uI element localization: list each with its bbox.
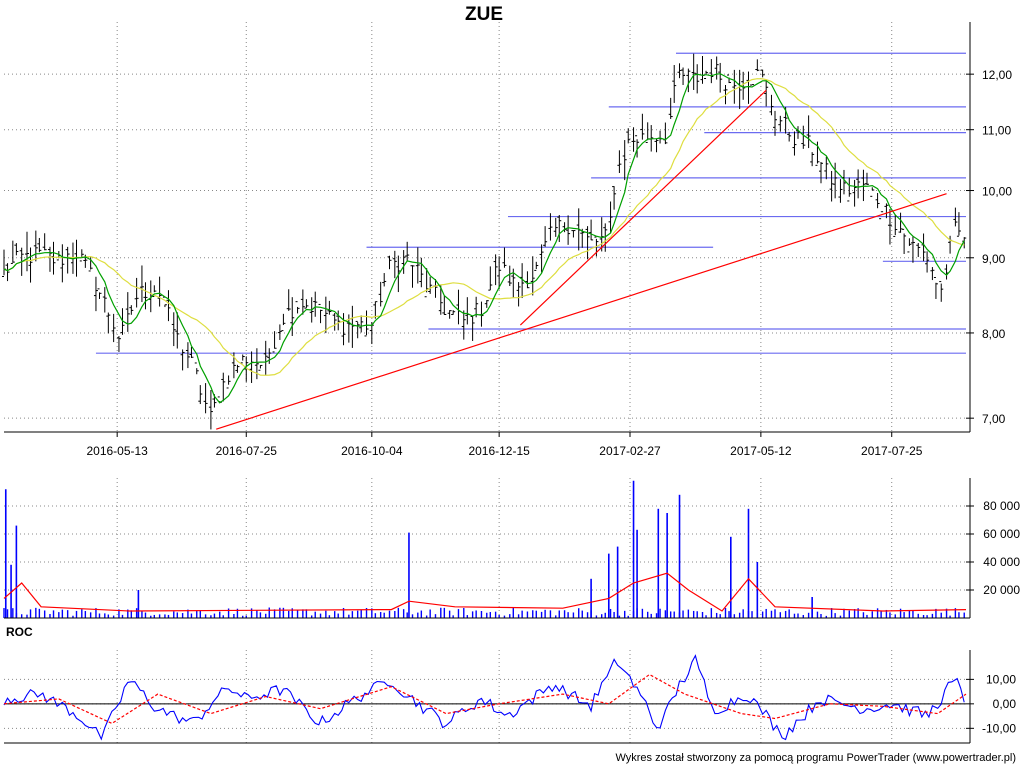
roc-panel-label: ROC	[6, 625, 33, 639]
roc-line	[3, 654, 965, 741]
roc-panel	[3, 654, 967, 741]
grid-layer	[4, 22, 966, 743]
chart-title: ZUE	[465, 4, 503, 25]
x-tick-label-5: 2017-05-12	[730, 444, 792, 458]
x-tick-label-6: 2017-07-25	[861, 444, 923, 458]
x-tick-label-1: 2016-07-25	[216, 444, 278, 458]
roc-y-tick-label-2: -10,00	[982, 721, 1016, 735]
moving-average-short	[3, 73, 965, 404]
volume-panel	[3, 480, 967, 618]
price-y-tick-label-0: 7,00	[982, 412, 1006, 426]
volume-y-tick-label-2: 60 000	[983, 527, 1020, 541]
price-y-tick-label-3: 10,00	[982, 185, 1012, 199]
trendline-0	[216, 193, 947, 430]
roc-y-tick-label-0: 10,00	[986, 672, 1016, 686]
x-tick-label-3: 2016-12-15	[468, 444, 530, 458]
price-y-tick-label-1: 8,00	[982, 327, 1006, 341]
volume-y-tick-label-0: 20 000	[983, 583, 1020, 597]
price-y-tick-label-5: 12,00	[982, 68, 1012, 82]
trendline-1	[519, 89, 767, 326]
price-y-tick-label-4: 11,00	[982, 124, 1011, 138]
volume-y-tick-label-3: 80 000	[983, 499, 1020, 513]
roc-y-tick-label-1: 0,00	[993, 697, 1017, 711]
price-panel	[2, 52, 967, 430]
volume-average-line	[3, 572, 967, 612]
footer-credit: Wykres został stworzony za pomocą progra…	[615, 752, 1016, 764]
roc-signal-line	[3, 673, 967, 725]
moving-average-long	[3, 78, 965, 376]
axes-layer: 2016-05-13 2016-07-25 2016-10-04 2016-12-15…	[4, 22, 1020, 744]
x-tick-label-2: 2016-10-04	[341, 444, 403, 458]
volume-y-tick-label-1: 40 000	[983, 555, 1020, 569]
x-tick-label-4: 2017-02-27	[599, 444, 661, 458]
price-y-tick-label-2: 9,00	[982, 252, 1006, 266]
x-tick-label-0: 2016-05-13	[86, 444, 148, 458]
